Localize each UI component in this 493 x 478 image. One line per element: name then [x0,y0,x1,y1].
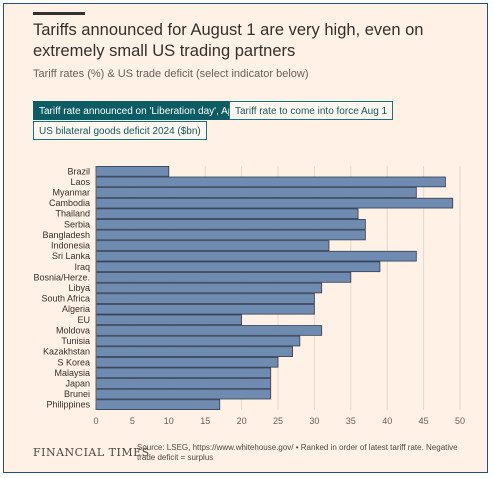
bar[interactable] [95,303,315,315]
ft-logo: FINANCIAL TIMES [33,446,150,459]
category-label: Moldova [56,325,90,335]
x-tick-label: 40 [382,416,392,426]
bar[interactable] [95,367,272,379]
category-label: Brazil [67,166,90,176]
bar[interactable] [95,356,279,368]
category-label: Brunei [64,389,90,399]
category-label: Japan [65,378,90,388]
category-label: South Africa [41,294,90,304]
bar[interactable] [95,197,454,209]
category-label: Serbia [64,219,90,229]
bar[interactable] [95,187,417,198]
bar[interactable] [95,165,170,177]
category-label: Iraq [74,262,90,272]
category-label: Indonesia [51,241,90,251]
bar[interactable] [95,314,243,326]
x-tick-label: 20 [237,416,247,426]
category-label: Philippines [46,400,90,410]
category-label: Bosnia/Herze. [33,272,90,282]
bar[interactable] [95,335,301,347]
x-tick-label: 30 [309,416,319,426]
source-note: Source: LSEG, https://www.whitehouse.gov… [137,443,458,462]
bar[interactable] [95,229,366,241]
x-tick-label: 15 [200,416,210,426]
category-label: Myanmar [52,188,90,198]
category-label: EU [77,315,90,325]
trade-deficit-button[interactable]: US bilateral goods deficit 2024 ($bn) [33,121,207,140]
category-label: S Korea [57,357,90,367]
chart-subtitle: Tariff rates (%) & US trade deficit (sel… [33,68,309,80]
category-label: Kazakhstan [43,347,90,357]
bar[interactable] [95,378,272,389]
bar[interactable] [95,388,272,400]
x-tick-label: 10 [164,416,174,426]
x-tick-label: 50 [455,416,465,426]
liberation-day-tariff-button[interactable]: Tariff rate announced on 'Liberation day… [33,101,251,120]
bar[interactable] [95,219,366,230]
x-tick-label: 25 [273,416,283,426]
bar[interactable] [95,325,323,336]
x-tick-label: 0 [93,416,98,426]
bar[interactable] [95,208,359,220]
category-label: Laos [70,177,90,187]
bar[interactable] [95,250,417,262]
x-tick-label: 35 [346,416,356,426]
title-accent-line [33,12,85,15]
category-label: Algeria [62,304,90,314]
category-label: Libya [68,283,90,293]
bar[interactable] [95,346,293,357]
bar[interactable] [95,399,221,410]
aug-1-tariff-button[interactable]: Tariff rate to come into force Aug 1 [229,101,394,120]
bar[interactable] [95,293,315,304]
bar[interactable] [95,240,330,251]
category-label: Sri Lanka [52,251,90,261]
category-label: Malaysia [54,368,90,378]
page-title: Tariffs announced for August 1 are very … [33,21,424,60]
x-tick-label: 5 [130,416,135,426]
bar[interactable] [95,272,352,283]
bar[interactable] [95,176,446,188]
category-label: Thailand [55,209,90,219]
category-label: Tunisia [61,336,90,346]
bar[interactable] [95,261,381,273]
category-label: Bangladesh [42,230,90,240]
bar-chart: 0 5 10 15 20 25 30 35 40 45 50 BrazilLaosMyanmarCam… [33,165,465,426]
category-label: Cambodia [49,198,90,208]
x-tick-label: 45 [419,416,429,426]
bar[interactable] [95,282,323,294]
